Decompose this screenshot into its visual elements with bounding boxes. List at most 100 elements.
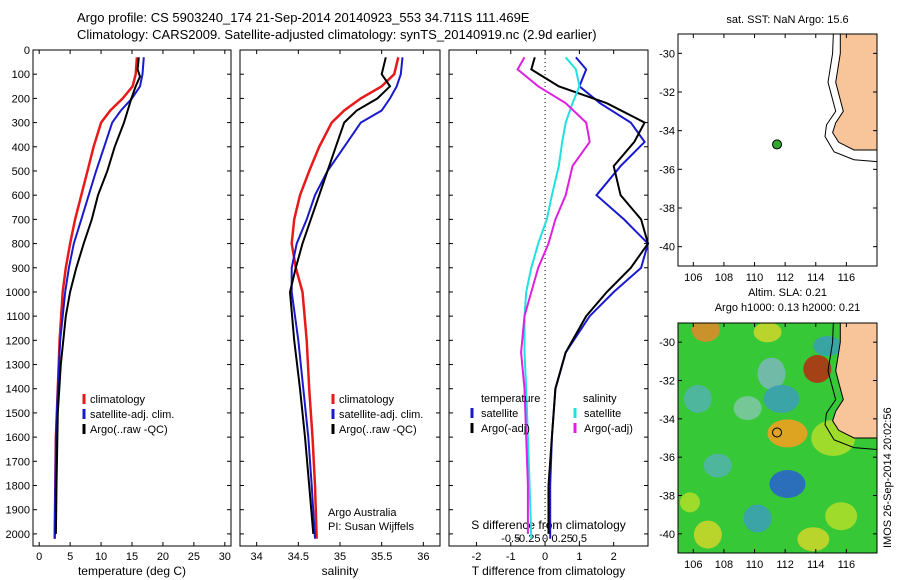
climatology-title: Climatology: CARS2009. Satellite-adjuste…: [77, 27, 597, 42]
x-axis-label: salinity: [322, 564, 359, 578]
sla-anomaly-blob: [757, 357, 786, 390]
legend-label: climatology: [90, 394, 146, 406]
x-tick-label: 35.5: [371, 551, 392, 563]
sla-anomaly-blob: [767, 419, 808, 448]
map-frame: [677, 322, 878, 554]
lat-tick-label: -30: [659, 337, 675, 349]
depth-tick-label: 1000: [6, 287, 30, 299]
lon-tick-label: 108: [715, 559, 733, 571]
x-tick-label: 15: [126, 551, 138, 563]
lat-tick-label: -38: [659, 203, 675, 215]
depth-tick-label: 800: [12, 239, 30, 251]
salinity-diff-tick-label: -0.5: [501, 533, 520, 545]
lon-tick-label: 114: [807, 559, 825, 571]
sla-anomaly-blob: [733, 396, 762, 421]
series-line-argo-raw-qc-: [288, 57, 392, 534]
sla-map-subtitle: Argo h1000: 0.13 h2000: 0.21: [715, 302, 861, 314]
lat-tick-label: -34: [659, 126, 675, 138]
legend-label: climatology: [339, 394, 395, 406]
x-tick-label: -1: [506, 551, 516, 563]
series-line-climatology: [290, 57, 400, 539]
legend-label: satellite: [481, 408, 518, 420]
x-axis-label: T difference from climatology: [472, 564, 626, 578]
salinity-diff-tick-label: -0.25: [515, 533, 540, 545]
legend-label: satellite-adj. clim.: [90, 409, 174, 421]
sst-map-title: sat. SST: NaN Argo: 15.6: [726, 14, 848, 26]
depth-tick-label: 700: [12, 214, 30, 226]
land-mass: [832, 34, 877, 151]
sla-anomaly-blob: [769, 470, 806, 498]
sst-map-panel: 106 108 110 112 114 116 -30 -32 -34 -36 -38 -40 sat.…: [659, 14, 878, 284]
profile-panel-3: -2 -1 0 1 2T difference from climatology -0.5…: [448, 49, 650, 578]
float-pi-text: PI: Susan Wijffels: [328, 521, 414, 533]
depth-tick-label: 100: [12, 69, 30, 81]
legend-label: Argo(-adj): [481, 423, 530, 435]
x-tick-label: 34.5: [288, 551, 309, 563]
float-location-marker: [772, 139, 783, 150]
legend-title-salinity: salinity: [583, 393, 617, 405]
depth-tick-label: 1300: [6, 360, 30, 372]
lon-tick-label: 112: [776, 559, 794, 571]
series-line-satellite: [523, 56, 581, 539]
sla-anomaly-blob: [803, 355, 832, 383]
sla-anomaly-blob: [691, 323, 720, 342]
legend-label: Argo(..raw -QC): [90, 424, 168, 436]
depth-tick-label: 2000: [6, 529, 30, 541]
lat-tick-label: -32: [659, 87, 675, 99]
legend-label: Argo(-adj): [584, 423, 633, 435]
lat-tick-label: -30: [659, 48, 675, 60]
depth-tick-label: 1600: [6, 432, 30, 444]
x-tick-label: -2: [472, 551, 482, 563]
x-axis-label: temperature (deg C): [78, 564, 186, 578]
lat-tick-label: -32: [659, 376, 675, 388]
legend-label: Argo(..raw -QC): [339, 424, 417, 436]
depth-tick-label: 1700: [6, 456, 30, 468]
x-tick-label: 30: [219, 551, 231, 563]
profile-title: Argo profile: CS 5903240_174 21-Sep-2014…: [77, 10, 530, 25]
lon-tick-label: 110: [746, 559, 764, 571]
depth-tick-label: 1100: [6, 311, 30, 323]
x-tick-label: 35: [334, 551, 346, 563]
depth-tick-label: 300: [12, 118, 30, 130]
sla-anomaly-blob: [743, 504, 772, 533]
lon-tick-label: 108: [715, 272, 733, 284]
x-tick-label: 34: [251, 551, 263, 563]
x-tick-label: 0: [542, 551, 548, 563]
lat-tick-label: -40: [659, 529, 675, 541]
sla-map-panel: 106 108 110 112 114 116 -30 -32 -34 -36 -38 -40 Alti…: [659, 287, 878, 571]
series-line-satellite-adj-clim-: [53, 57, 145, 539]
profile-panel-2: 34 34.5 35 35.5 36 salinity climatology satelli…: [239, 49, 441, 578]
lat-tick-label: -34: [659, 414, 675, 426]
legend-title-temperature: temperature: [481, 393, 540, 405]
lat-tick-label: -36: [659, 452, 675, 464]
lon-tick-label: 106: [684, 272, 702, 284]
depth-tick-label: 900: [12, 263, 30, 275]
sla-map-title: Altim. SLA: 0.21: [748, 287, 827, 299]
salinity-diff-tick-label: 0: [542, 533, 548, 545]
depth-tick-label: 1400: [6, 384, 30, 396]
salinity-diff-tick-label: 0.25: [552, 533, 573, 545]
panel-frame: [239, 49, 441, 547]
x-tick-label: 0: [36, 551, 42, 563]
x-tick-label: 25: [188, 551, 200, 563]
panel-frame: [32, 49, 232, 547]
profile-panel-1: 0100200300400500600700800900100011001200…: [6, 45, 232, 578]
lat-tick-label: -38: [659, 491, 675, 503]
float-location-marker: [772, 427, 783, 438]
sla-anomaly-blob: [763, 384, 800, 413]
depth-tick-label: 1800: [6, 481, 30, 493]
map-frame: [677, 33, 878, 267]
lon-tick-label: 112: [776, 272, 794, 284]
lon-tick-label: 110: [746, 272, 764, 284]
series-line-argo-raw-qc-: [54, 57, 142, 534]
sla-anomaly-blob: [825, 502, 858, 531]
sla-anomaly-blob: [683, 384, 712, 413]
lon-tick-label: 116: [838, 559, 856, 571]
x-tick-label: 10: [95, 551, 107, 563]
map-content: [824, 34, 877, 163]
sla-anomaly-blob: [813, 336, 842, 356]
land-mass: [832, 323, 877, 439]
panel-frame: [448, 49, 649, 547]
lat-tick-label: -40: [659, 242, 675, 254]
shelf-contour: [824, 34, 877, 163]
